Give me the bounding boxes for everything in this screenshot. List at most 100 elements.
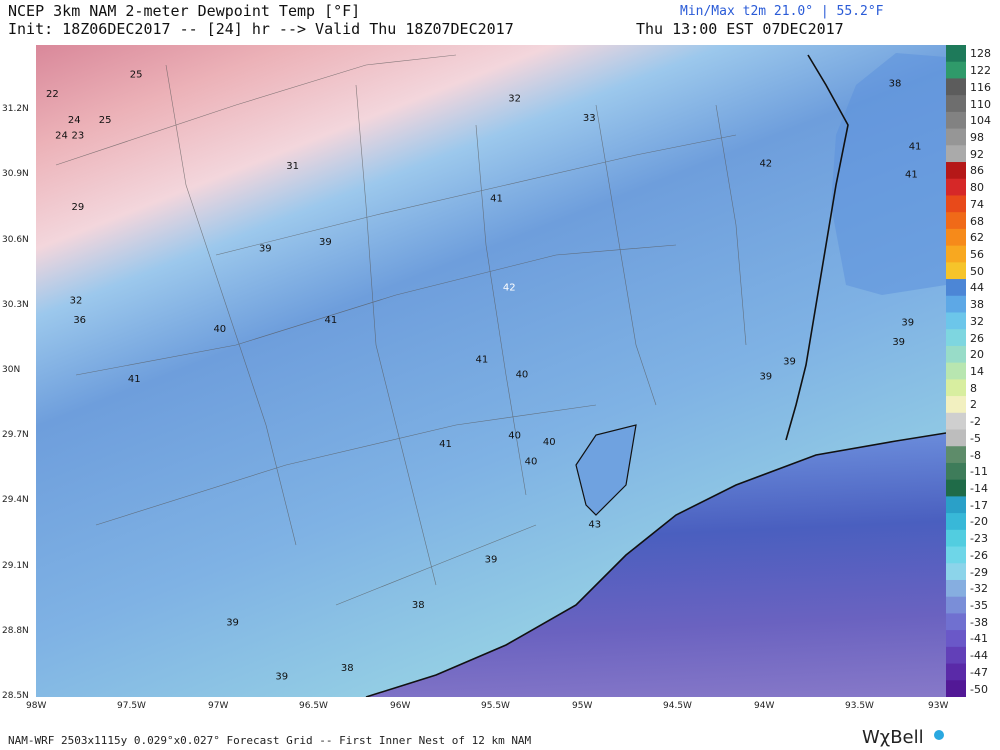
colorbar-swatch — [946, 61, 966, 79]
longitude-tick-label: 97W — [208, 701, 229, 711]
colorbar-swatch — [946, 646, 966, 665]
colorbar-tick-label: 92 — [970, 147, 984, 161]
dewpoint-contour-label: 38 — [412, 600, 425, 611]
latitude-tick-label: 30.6N — [2, 234, 29, 245]
colorbar-tick-label: -38 — [970, 615, 988, 629]
colorbar-tick-label: 20 — [970, 348, 984, 362]
latitude-tick-label: 29.7N — [2, 430, 29, 441]
dewpoint-contour-label: 32 — [70, 296, 83, 307]
colorbar-tick-label: 32 — [970, 314, 984, 328]
colorbar-swatch — [946, 446, 966, 464]
dewpoint-contour-label: 39 — [226, 617, 239, 628]
dewpoint-contour-label: 41 — [909, 141, 922, 152]
dewpoint-contour-label: 39 — [759, 372, 772, 383]
dewpoint-contour-label: 40 — [525, 456, 538, 467]
colorbar-swatch — [946, 295, 966, 313]
colorbar-tick-label: -11 — [970, 465, 988, 479]
wxbell-logo: WχBell — [862, 727, 924, 748]
colorbar-tick-label: -29 — [970, 565, 988, 579]
colorbar-tick-label: -47 — [970, 665, 988, 679]
colorbar — [946, 45, 966, 697]
dewpoint-contour-label: 40 — [516, 370, 529, 381]
colorbar-tick-label: -2 — [970, 415, 981, 429]
init-line: Init: 18Z06DEC2017 -- [24] hr --> Valid … — [8, 20, 514, 38]
colorbar-swatch — [946, 279, 966, 297]
colorbar-tick-label: -17 — [970, 498, 988, 512]
colorbar-tick-label: 86 — [970, 164, 984, 178]
dewpoint-contour-label: 22 — [46, 89, 59, 100]
colorbar-swatch — [946, 45, 966, 63]
dewpoint-contour-label: 39 — [319, 237, 332, 248]
colorbar-tick-label: 98 — [970, 130, 984, 144]
dewpoint-contour-label: 38 — [889, 78, 902, 89]
colorbar-swatch — [946, 329, 966, 347]
colorbar-tick-label: 68 — [970, 214, 984, 228]
colorbar-swatch — [946, 345, 966, 364]
colorbar-swatch — [946, 228, 966, 247]
latitude-tick-label: 30.9N — [2, 169, 29, 180]
colorbar-swatch — [946, 212, 966, 230]
colorbar-swatch — [946, 128, 966, 146]
longitude-tick-label: 93W — [928, 701, 949, 711]
colorbar-swatch — [946, 412, 966, 431]
dewpoint-contour-label: 32 — [508, 94, 521, 105]
galveston-bay — [575, 424, 637, 516]
colorbar-swatch — [946, 546, 966, 564]
local-valid-time: Thu 13:00 EST 07DEC2017 — [636, 20, 844, 38]
colorbar-tick-label: -14 — [970, 482, 988, 496]
longitude-tick-label: 96W — [390, 701, 411, 711]
colorbar-tick-label: 122 — [970, 64, 991, 78]
dewpoint-contour-label: 33 — [583, 113, 596, 124]
colorbar-swatch — [946, 496, 966, 514]
colorbar-tick-label: 8 — [970, 381, 977, 395]
colorbar-tick-label: 14 — [970, 365, 984, 378]
colorbar-tick-label: 38 — [970, 298, 984, 312]
longitude-tick-label: 93.5W — [845, 701, 874, 711]
minmax-readout: Min/Max t2m 21.0° | 55.2°F — [680, 4, 884, 19]
east-texas-shading — [831, 53, 946, 295]
colorbar-swatch — [946, 78, 966, 96]
dewpoint-contour-label: 43 — [588, 519, 601, 530]
colorbar-tick-label: 116 — [970, 80, 991, 94]
longitude-tick-label: 96.5W — [299, 701, 328, 711]
dewpoint-contour-label: 40 — [543, 437, 556, 448]
colorbar-tick-label: 56 — [970, 247, 984, 261]
colorbar-swatch — [946, 111, 966, 130]
colorbar-swatch — [946, 613, 966, 631]
colorbar-tick-label: 128 — [970, 47, 991, 61]
colorbar-swatch — [946, 162, 966, 180]
colorbar-swatch — [946, 429, 966, 447]
colorbar-tick-label: -20 — [970, 515, 988, 529]
longitude-tick-label: 95W — [572, 701, 593, 711]
latitude-tick-label: 29.1N — [2, 560, 29, 571]
dewpoint-contour-label: 41 — [905, 170, 918, 181]
colorbar-swatch — [946, 529, 966, 548]
sabine-river-state-line — [785, 54, 849, 441]
dewpoint-contour-label: 39 — [901, 317, 914, 328]
dewpoint-contour-label: 39 — [485, 554, 498, 565]
colorbar-swatch — [946, 680, 966, 697]
dewpoint-contour-label: 31 — [286, 161, 299, 172]
colorbar-swatch — [946, 95, 966, 113]
dewpoint-contour-label: 39 — [783, 356, 796, 367]
dewpoint-contour-label: 39 — [892, 337, 905, 348]
colorbar-tick-label: -32 — [970, 582, 988, 596]
colorbar-swatch — [946, 479, 966, 497]
colorbar-swatch — [946, 663, 966, 681]
colorbar-swatch — [946, 579, 966, 598]
dewpoint-contour-label: 38 — [341, 663, 354, 674]
dewpoint-contour-label: 41 — [324, 315, 337, 326]
colorbar-tick-label: -26 — [970, 548, 988, 562]
longitude-tick-label: 94W — [754, 701, 775, 711]
longitude-tick-label: 94.5W — [663, 701, 692, 711]
latitude-tick-label: 31.2N — [2, 104, 29, 115]
county-boundaries — [55, 54, 747, 606]
colorbar-tick-label: 104 — [970, 114, 991, 128]
colorbar-swatch — [946, 630, 966, 648]
colorbar-swatch — [946, 145, 966, 163]
colorbar-tick-label: -8 — [970, 448, 981, 462]
dewpoint-contour-label: 39 — [259, 243, 272, 254]
colorbar-tick-label: -50 — [970, 682, 988, 696]
